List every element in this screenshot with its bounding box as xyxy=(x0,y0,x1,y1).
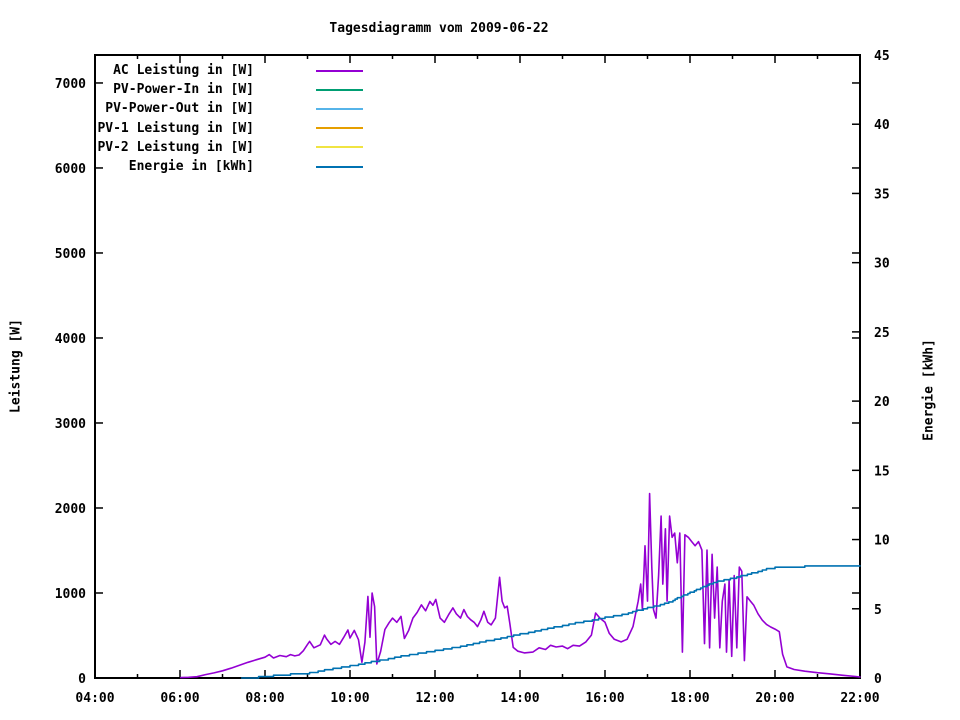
chart-title: Tagesdiagramm vom 2009-06-22 xyxy=(329,21,549,36)
x-tick-label: 04:00 xyxy=(75,691,114,706)
y-tick-label: 6000 xyxy=(55,162,86,177)
y2-tick-label: 35 xyxy=(874,187,890,202)
x-tick-label: 20:00 xyxy=(755,691,794,706)
y2-tick-label: 30 xyxy=(874,257,890,272)
legend-label: Energie in [kWh] xyxy=(128,159,254,175)
x-tick-label: 16:00 xyxy=(585,691,624,706)
y2-tick-label: 40 xyxy=(874,118,890,133)
x-axis-ticks xyxy=(94,55,861,678)
legend-label: PV-Power-Out in [W] xyxy=(105,101,254,117)
legend-item: AC Leistung in [W] xyxy=(96,61,363,80)
legend-item: PV-1 Leistung in [W] xyxy=(96,119,363,138)
legend-swatch-line xyxy=(316,107,363,110)
legend-item: PV-Power-In in [W] xyxy=(96,80,363,99)
y-tick-label: 1000 xyxy=(55,587,86,602)
legend-swatch-line xyxy=(316,165,363,168)
x-axis-tick-labels: 04:00 06:00 08:00 10:00 12:00 14:00 16:00 18:00… xyxy=(75,691,879,706)
legend-item: PV-Power-Out in [W] xyxy=(96,99,363,118)
legend-item: Energie in [kWh] xyxy=(96,157,363,176)
x-tick-label: 22:00 xyxy=(840,691,879,706)
x-tick-label: 14:00 xyxy=(500,691,539,706)
y-tick-label: 5000 xyxy=(55,247,86,262)
y2-tick-label: 0 xyxy=(874,672,882,687)
y-tick-label: 7000 xyxy=(55,77,86,92)
y-tick-label: 4000 xyxy=(55,332,86,347)
legend-item: PV-2 Leistung in [W] xyxy=(96,138,363,157)
x-tick-label: 12:00 xyxy=(415,691,454,706)
y2-tick-label: 20 xyxy=(874,395,890,410)
series-line-ac-leistung-in-w- xyxy=(180,492,861,679)
y-tick-label: 2000 xyxy=(55,502,86,517)
x-tick-label: 10:00 xyxy=(330,691,369,706)
y2-tick-label: 10 xyxy=(874,534,890,549)
x-tick-label: 08:00 xyxy=(245,691,284,706)
legend-swatch-line xyxy=(316,88,363,91)
y2-tick-label: 45 xyxy=(874,49,890,64)
y2-tick-label: 25 xyxy=(874,326,890,341)
x-tick-label: 18:00 xyxy=(670,691,709,706)
y-tick-label: 3000 xyxy=(55,417,86,432)
left-axis-title: Leistung [W] xyxy=(8,319,24,413)
y2-tick-label: 15 xyxy=(874,464,890,479)
y2-tick-label: 5 xyxy=(874,603,882,618)
legend-label: PV-Power-In in [W] xyxy=(113,82,254,98)
legend-swatch-line xyxy=(316,69,363,72)
y-tick-label: 0 xyxy=(78,672,86,687)
y2-axis-ticks: 0 5 10 15 20 25 30 35 40 45 xyxy=(852,49,890,687)
legend-swatch-line xyxy=(316,127,363,130)
legend-swatch-line xyxy=(316,146,363,149)
series-line-energie-in-kwh- xyxy=(240,565,861,679)
legend-label: PV-2 Leistung in [W] xyxy=(97,139,254,155)
x-tick-label: 06:00 xyxy=(160,691,199,706)
legend: AC Leistung in [W] PV-Power-In in [W] PV-P… xyxy=(96,61,363,176)
y-axis-ticks: 0 1000 2000 3000 4000 5000 6000 7000 xyxy=(55,77,860,687)
right-axis-title: Energie [kWh] xyxy=(921,339,937,441)
legend-label: PV-1 Leistung in [W] xyxy=(97,120,254,136)
legend-label: AC Leistung in [W] xyxy=(113,63,254,79)
